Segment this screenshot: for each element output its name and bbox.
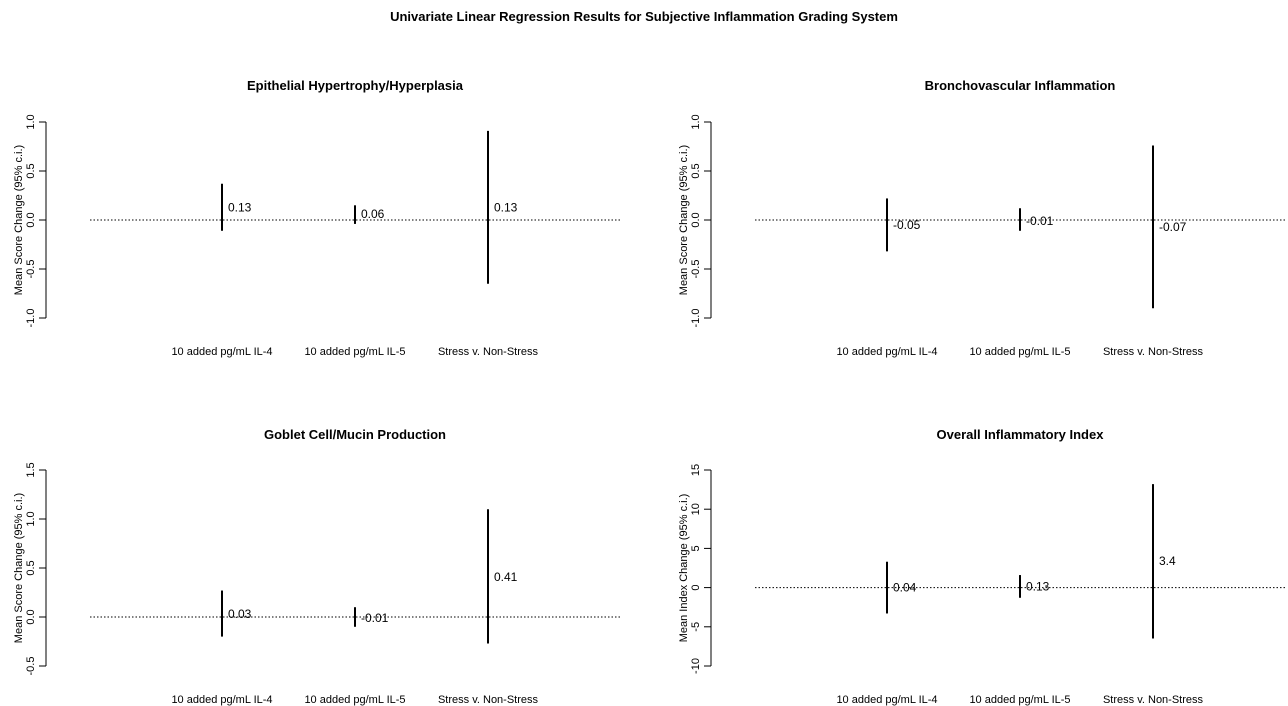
estimate-label: 0.13 bbox=[228, 200, 252, 214]
y-axis-label: Mean Score Change (95% c.i.) bbox=[13, 493, 25, 643]
panel-title: Goblet Cell/Mucin Production bbox=[264, 427, 446, 442]
y-tick-label: -0.5 bbox=[25, 260, 37, 279]
y-tick-label: 0.5 bbox=[690, 163, 702, 178]
y-tick-label: -5 bbox=[690, 622, 702, 632]
y-axis-label: Mean Score Change (95% c.i.) bbox=[678, 145, 690, 295]
estimate-label: -0.07 bbox=[1159, 220, 1187, 234]
y-tick-label: 15 bbox=[690, 464, 702, 476]
estimate-label: 0.13 bbox=[1026, 580, 1050, 594]
y-tick-label: -10 bbox=[690, 658, 702, 674]
category-label: 10 added pg/mL IL-5 bbox=[304, 694, 405, 706]
panel-title: Overall Inflammatory Index bbox=[937, 427, 1105, 442]
estimate-label: 0.06 bbox=[361, 207, 385, 221]
y-tick-label: -1.0 bbox=[25, 309, 37, 328]
y-tick-label: 0 bbox=[690, 585, 702, 591]
category-label: 10 added pg/mL IL-4 bbox=[171, 694, 272, 706]
figure-title: Univariate Linear Regression Results for… bbox=[390, 9, 898, 24]
estimate-label: 0.03 bbox=[228, 607, 252, 621]
category-label: Stress v. Non-Stress bbox=[438, 346, 539, 358]
panel-title: Bronchovascular Inflammation bbox=[925, 78, 1116, 93]
estimate-label: -0.01 bbox=[1026, 214, 1054, 228]
y-tick-label: 0.0 bbox=[690, 212, 702, 227]
y-tick-label: -1.0 bbox=[690, 309, 702, 328]
estimate-label: 3.4 bbox=[1159, 554, 1176, 568]
estimate-label: 0.41 bbox=[494, 570, 518, 584]
y-tick-label: 5 bbox=[690, 545, 702, 551]
y-tick-label: 0.0 bbox=[25, 212, 37, 227]
y-tick-label: 1.5 bbox=[25, 462, 37, 477]
y-tick-label: 10 bbox=[690, 503, 702, 515]
estimate-label: 0.04 bbox=[893, 580, 917, 594]
category-label: 10 added pg/mL IL-5 bbox=[304, 346, 405, 358]
estimate-label: -0.01 bbox=[361, 611, 389, 625]
category-label: 10 added pg/mL IL-4 bbox=[836, 346, 937, 358]
y-tick-label: 0.5 bbox=[25, 560, 37, 575]
y-tick-label: 0.0 bbox=[25, 609, 37, 624]
category-label: 10 added pg/mL IL-5 bbox=[969, 346, 1070, 358]
y-tick-label: 1.0 bbox=[25, 114, 37, 129]
estimate-label: -0.05 bbox=[893, 218, 921, 232]
y-tick-label: 0.5 bbox=[25, 163, 37, 178]
y-tick-label: 1.0 bbox=[25, 511, 37, 526]
category-label: 10 added pg/mL IL-4 bbox=[836, 694, 937, 706]
category-label: Stress v. Non-Stress bbox=[1103, 346, 1204, 358]
panel-title: Epithelial Hypertrophy/Hyperplasia bbox=[247, 78, 464, 93]
category-label: 10 added pg/mL IL-5 bbox=[969, 694, 1070, 706]
y-tick-label: 1.0 bbox=[690, 114, 702, 129]
y-axis-label: Mean Score Change (95% c.i.) bbox=[13, 145, 25, 295]
y-tick-label: -0.5 bbox=[690, 260, 702, 279]
category-label: Stress v. Non-Stress bbox=[438, 694, 539, 706]
y-tick-label: -0.5 bbox=[25, 657, 37, 676]
category-label: Stress v. Non-Stress bbox=[1103, 694, 1204, 706]
estimate-label: 0.13 bbox=[494, 200, 518, 214]
category-label: 10 added pg/mL IL-4 bbox=[171, 346, 272, 358]
y-axis-label: Mean Index Change (95% c.i.) bbox=[678, 494, 690, 643]
